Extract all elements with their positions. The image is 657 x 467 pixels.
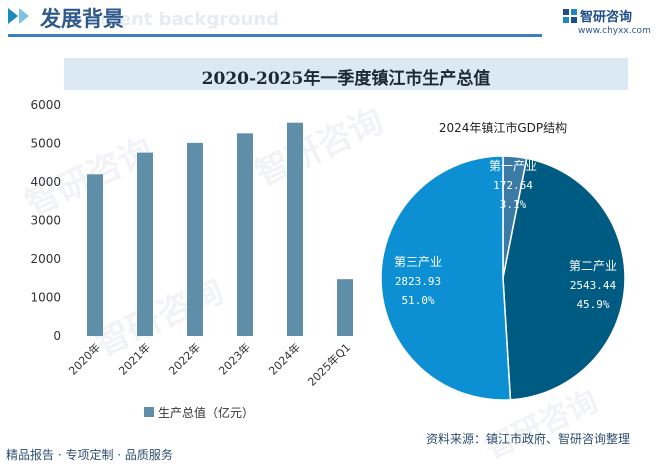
pie-slice-label: 第二产业 <box>569 259 617 273</box>
pie-slice-value: 172.64 <box>493 179 533 192</box>
bar <box>137 152 153 336</box>
brand-url: www.chyxx.com <box>578 26 651 36</box>
pie-slice-label: 第三产业 <box>394 255 442 269</box>
section-title: 发展背景 <box>40 7 124 31</box>
bar <box>287 122 303 337</box>
header-underline <box>8 34 542 37</box>
bar <box>87 174 103 336</box>
brand-logo-icon <box>563 9 577 23</box>
bar <box>187 142 203 336</box>
legend-swatch <box>144 407 154 417</box>
x-tick-label: 2021年 <box>116 340 153 377</box>
y-tick-label: 3000 <box>30 214 61 228</box>
brand: 智研咨询 <box>563 6 632 25</box>
pie-slice-percent: 3.1% <box>500 198 527 211</box>
bar <box>337 279 353 336</box>
x-tick-label: 2023年 <box>216 340 253 377</box>
chart-title-band: 2020-2025年一季度镇江市生产总值 <box>64 58 628 90</box>
pie-slice <box>380 155 512 401</box>
pie-slice-percent: 51.0% <box>401 294 434 307</box>
brand-name: 智研咨询 <box>580 10 633 25</box>
header-arrow-icon-2 <box>19 8 29 24</box>
y-tick-label: 2000 <box>30 252 61 266</box>
pie-slice <box>502 157 626 401</box>
pie-slice-value: 2543.44 <box>570 279 617 292</box>
y-tick-label: 6000 <box>30 98 61 112</box>
x-tick-label: 2022年 <box>166 340 203 377</box>
pie-title: 2024年镇江市GDP结构 <box>439 120 567 135</box>
legend-label: 生产总值（亿元） <box>158 405 254 420</box>
pie-slice-percent: 45.9% <box>576 298 609 311</box>
x-tick-label: 2025年Q1 <box>305 340 354 389</box>
y-tick-label: 0 <box>53 329 61 343</box>
x-tick-label: 2020年 <box>66 340 103 377</box>
y-tick-label: 1000 <box>30 291 61 305</box>
footer-source: 资料来源：镇江市政府、智研咨询整理 <box>426 432 631 446</box>
pie-slice-value: 2823.93 <box>395 275 441 288</box>
header-ghost-text: ment background <box>100 9 279 30</box>
footer-tagline: 精品报告 · 专项定制 · 品质服务 <box>6 448 173 462</box>
pie-slice-label: 第一产业 <box>489 159 537 173</box>
x-tick-label: 2024年 <box>266 340 303 377</box>
bar <box>237 133 253 336</box>
y-tick-label: 4000 <box>30 175 61 189</box>
y-tick-label: 5000 <box>30 137 61 151</box>
chart-title: 2020-2025年一季度镇江市生产总值 <box>201 69 491 89</box>
header-arrow-icon <box>8 8 18 24</box>
page-header: ment background 发展背景 智研咨询 www.chyxx.com <box>0 0 657 37</box>
